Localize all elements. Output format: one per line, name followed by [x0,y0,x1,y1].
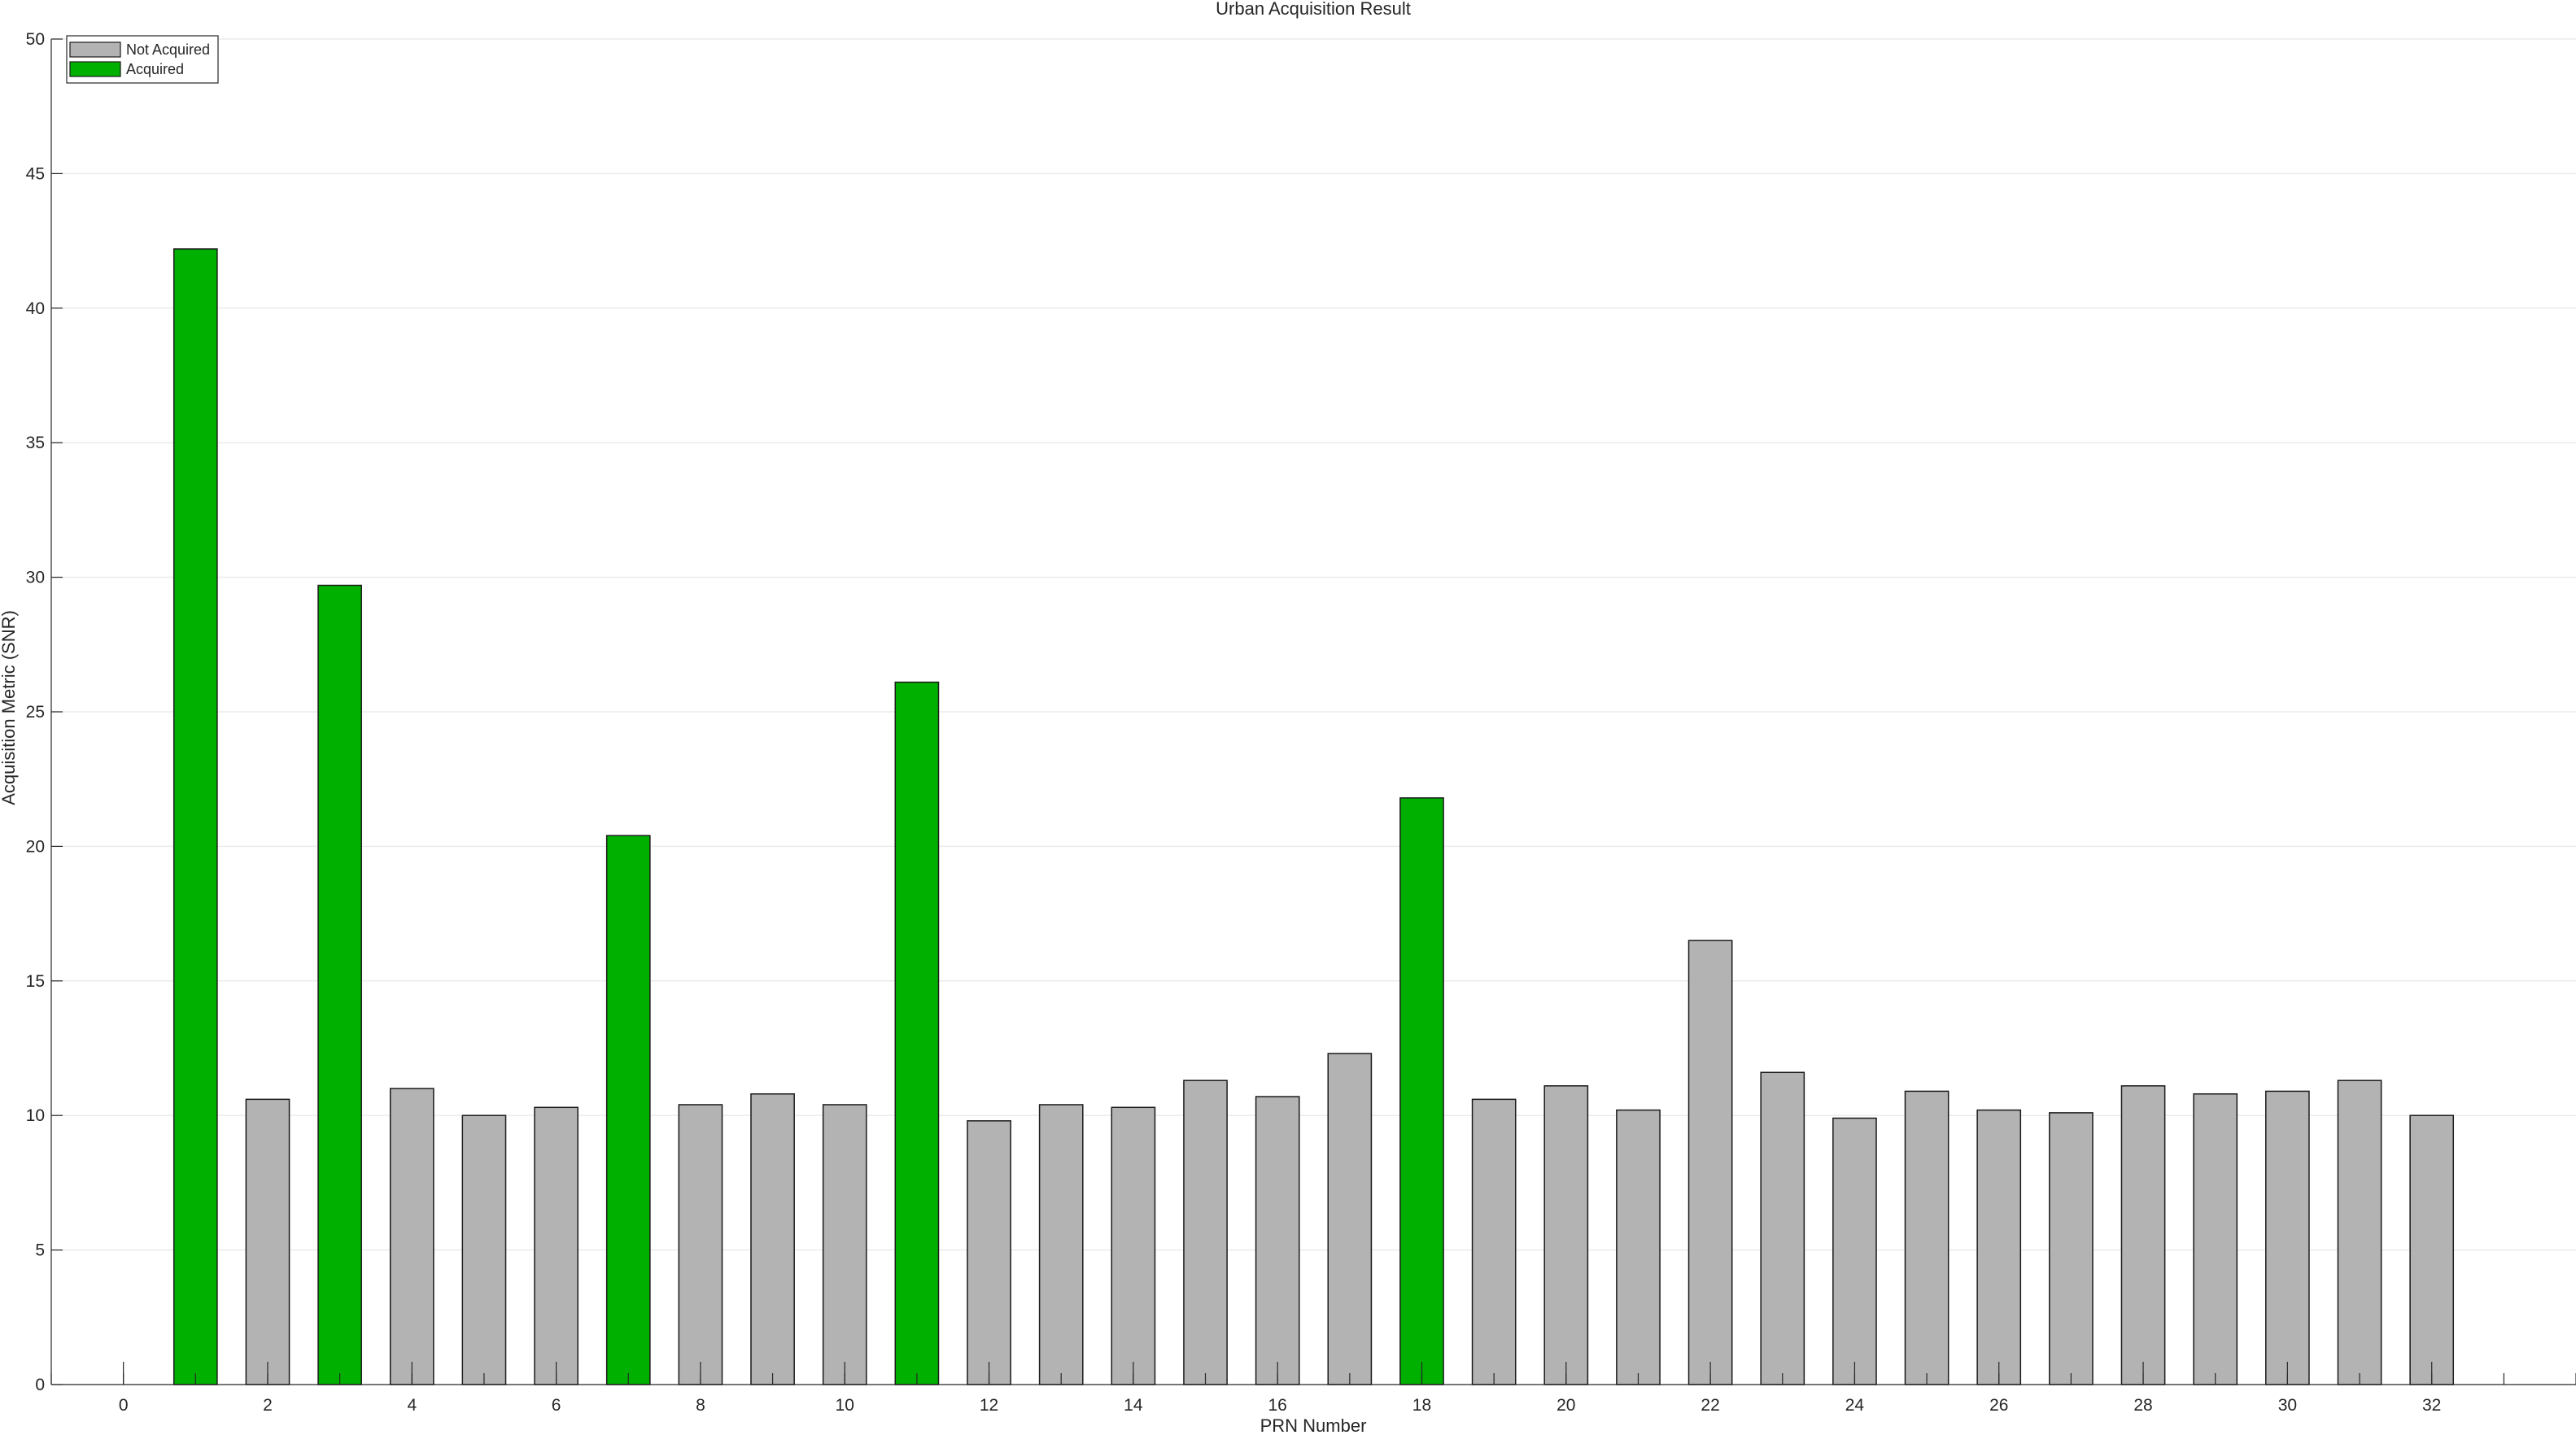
x-tick-label: 20 [1557,1396,1575,1415]
legend-swatch-acquired [69,61,121,77]
y-tick-label: 45 [26,164,45,183]
y-tick-label: 50 [26,30,45,49]
bar-not-acquired-prn-21 [1616,1109,1661,1385]
x-tick-label: 8 [696,1396,705,1415]
x-tick-label: 22 [1701,1396,1719,1415]
x-tick-label: 32 [2422,1396,2441,1415]
bar-not-acquired-prn-5 [461,1114,507,1385]
x-tick-label: 2 [263,1396,273,1415]
x-tick-label: 18 [1412,1396,1431,1415]
bar-not-acquired-prn-20 [1543,1085,1589,1385]
y-tick-label: 5 [35,1241,45,1260]
bar-not-acquired-prn-8 [678,1104,723,1385]
bars-layer [172,248,2455,1385]
y-tick-label: 0 [35,1376,45,1394]
x-tick-label: 4 [407,1396,417,1415]
x-tick-label: 26 [1989,1396,2008,1415]
bar-not-acquired-prn-10 [822,1104,867,1385]
bar-not-acquired-prn-12 [967,1120,1011,1385]
bar-acquired-prn-18 [1399,797,1444,1385]
legend-label-acquired: Acquired [126,61,184,77]
bar-not-acquired-prn-2 [245,1098,290,1385]
bar-not-acquired-prn-28 [2120,1085,2166,1385]
x-tick-label: 6 [552,1396,561,1415]
bar-not-acquired-prn-19 [1471,1098,1517,1385]
bar-not-acquired-prn-29 [2193,1093,2238,1385]
y-tick-label: 10 [26,1106,45,1125]
y-tick-label: 35 [26,434,45,452]
bar-not-acquired-prn-9 [750,1093,795,1385]
y-tick-label: 20 [26,837,45,856]
bar-not-acquired-prn-23 [1760,1071,1805,1385]
bar-acquired-prn-11 [894,681,940,1385]
legend-swatch-not-acquired [69,41,121,58]
bar-not-acquired-prn-6 [534,1106,579,1385]
y-axis-title: Acquisition Metric (SNR) [0,610,19,805]
bar-not-acquired-prn-15 [1183,1080,1228,1385]
grid-layer [51,38,2576,1251]
bar-not-acquired-prn-26 [1976,1109,2022,1385]
x-tick-label: 30 [2278,1396,2297,1415]
bar-not-acquired-prn-22 [1687,940,1733,1385]
x-tick-label: 10 [836,1396,854,1415]
legend: Not Acquired Acquired [66,35,219,84]
bar-not-acquired-prn-31 [2337,1080,2382,1385]
bar-acquired-prn-1 [172,248,218,1385]
bar-not-acquired-prn-17 [1327,1053,1373,1385]
bar-not-acquired-prn-24 [1832,1117,1877,1385]
y-tick-label: 25 [26,703,45,722]
bar-not-acquired-prn-27 [2049,1112,2094,1385]
bar-not-acquired-prn-30 [2265,1090,2310,1385]
bar-not-acquired-prn-13 [1038,1104,1084,1385]
x-tick-label: 0 [119,1396,129,1415]
bar-not-acquired-prn-32 [2409,1114,2455,1385]
bar-not-acquired-prn-14 [1111,1106,1156,1385]
y-tick-label: 15 [26,972,45,991]
bar-acquired-prn-3 [317,584,362,1385]
legend-label-not-acquired: Not Acquired [126,41,210,58]
bar-not-acquired-prn-16 [1255,1096,1300,1385]
x-tick-label: 12 [980,1396,998,1415]
x-axis-title: PRN Number [1260,1415,1367,1435]
x-tick-label: 16 [1268,1396,1286,1415]
y-tick-label: 40 [26,299,45,318]
y-tick-label: 30 [26,569,45,587]
chart-title: Urban Acquisition Result [1216,0,1411,19]
x-tick-label: 14 [1124,1396,1143,1415]
bar-not-acquired-prn-25 [1904,1090,1949,1385]
x-tick-label: 28 [2133,1396,2152,1415]
bar-acquired-prn-7 [605,835,651,1385]
x-tick-label: 24 [1845,1396,1865,1415]
bar-not-acquired-prn-4 [389,1088,434,1385]
